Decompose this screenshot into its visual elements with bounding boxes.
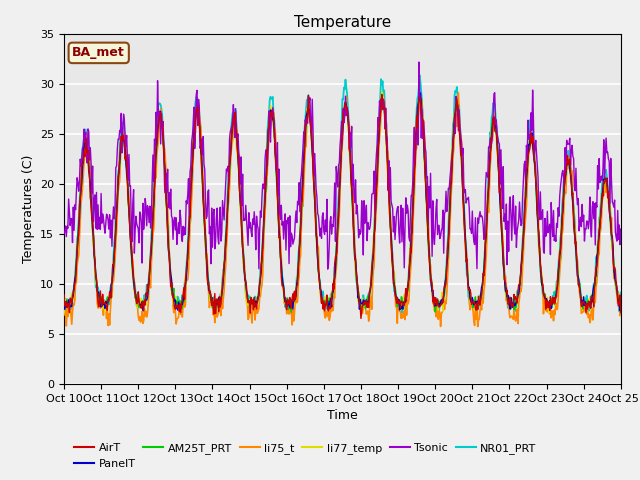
PanelT	[334, 223, 342, 228]
li75_t	[443, 290, 451, 296]
NR01_PRT	[60, 303, 68, 309]
li75_t	[206, 298, 214, 304]
Line: NR01_PRT: NR01_PRT	[64, 75, 621, 313]
PanelT	[206, 289, 214, 295]
Text: BA_met: BA_met	[72, 47, 125, 60]
AirT	[378, 92, 386, 97]
PanelT	[417, 90, 424, 96]
li77_temp	[60, 312, 68, 318]
NR01_PRT	[617, 289, 625, 295]
AirT	[390, 281, 397, 287]
Title: Temperature: Temperature	[294, 15, 391, 30]
Tsonic	[324, 266, 332, 272]
li75_t	[182, 278, 190, 284]
NR01_PRT	[206, 288, 214, 294]
li75_t	[334, 235, 342, 240]
li77_temp	[444, 252, 451, 257]
AM25T_PRT	[60, 299, 68, 305]
li75_t	[474, 324, 481, 329]
Line: Tsonic: Tsonic	[64, 62, 621, 269]
AM25T_PRT	[182, 274, 190, 279]
AirT	[445, 237, 452, 243]
NR01_PRT	[245, 310, 253, 316]
PanelT	[566, 171, 574, 177]
Tsonic	[445, 185, 452, 191]
li75_t	[568, 174, 575, 180]
AM25T_PRT	[206, 293, 214, 299]
AirT	[60, 292, 68, 298]
Tsonic	[335, 162, 342, 168]
AM25T_PRT	[617, 299, 625, 304]
NR01_PRT	[568, 168, 575, 173]
NR01_PRT	[416, 72, 424, 78]
AM25T_PRT	[287, 309, 295, 315]
AirT	[357, 315, 365, 321]
li77_temp	[182, 277, 190, 283]
Tsonic	[617, 226, 625, 232]
X-axis label: Time: Time	[327, 409, 358, 422]
Tsonic	[415, 59, 423, 65]
li77_temp	[378, 89, 386, 95]
li75_t	[454, 90, 462, 96]
li77_temp	[389, 267, 397, 273]
Legend: AirT, PanelT, AM25T_PRT, li75_t, li77_temp, Tsonic, NR01_PRT: AirT, PanelT, AM25T_PRT, li75_t, li77_te…	[70, 439, 541, 473]
NR01_PRT	[182, 267, 190, 273]
li77_temp	[617, 302, 625, 308]
li75_t	[60, 309, 68, 315]
AM25T_PRT	[445, 240, 452, 246]
li77_temp	[334, 227, 342, 232]
AirT	[206, 288, 214, 294]
li75_t	[388, 245, 396, 251]
AM25T_PRT	[335, 211, 342, 216]
PanelT	[182, 276, 190, 282]
li77_temp	[566, 178, 574, 183]
Line: PanelT: PanelT	[64, 93, 621, 311]
Tsonic	[182, 198, 190, 204]
Y-axis label: Temperatures (C): Temperatures (C)	[22, 155, 35, 263]
Line: AirT: AirT	[64, 95, 621, 318]
PanelT	[617, 305, 625, 311]
AirT	[568, 176, 575, 181]
AirT	[182, 268, 190, 274]
PanelT	[444, 254, 451, 260]
Tsonic	[568, 148, 575, 154]
Tsonic	[206, 224, 214, 229]
NR01_PRT	[445, 227, 452, 233]
NR01_PRT	[389, 263, 397, 268]
Line: li77_temp: li77_temp	[64, 92, 621, 315]
li75_t	[617, 308, 625, 313]
Line: AM25T_PRT: AM25T_PRT	[64, 98, 621, 312]
AirT	[334, 223, 342, 229]
PanelT	[60, 302, 68, 308]
li77_temp	[206, 298, 214, 304]
PanelT	[616, 308, 624, 313]
AirT	[617, 310, 625, 315]
Tsonic	[389, 205, 397, 211]
Tsonic	[60, 231, 68, 237]
AM25T_PRT	[568, 179, 575, 185]
AM25T_PRT	[389, 261, 397, 266]
Line: li75_t: li75_t	[64, 93, 621, 326]
NR01_PRT	[335, 194, 342, 200]
PanelT	[388, 248, 396, 253]
AM25T_PRT	[417, 95, 424, 101]
